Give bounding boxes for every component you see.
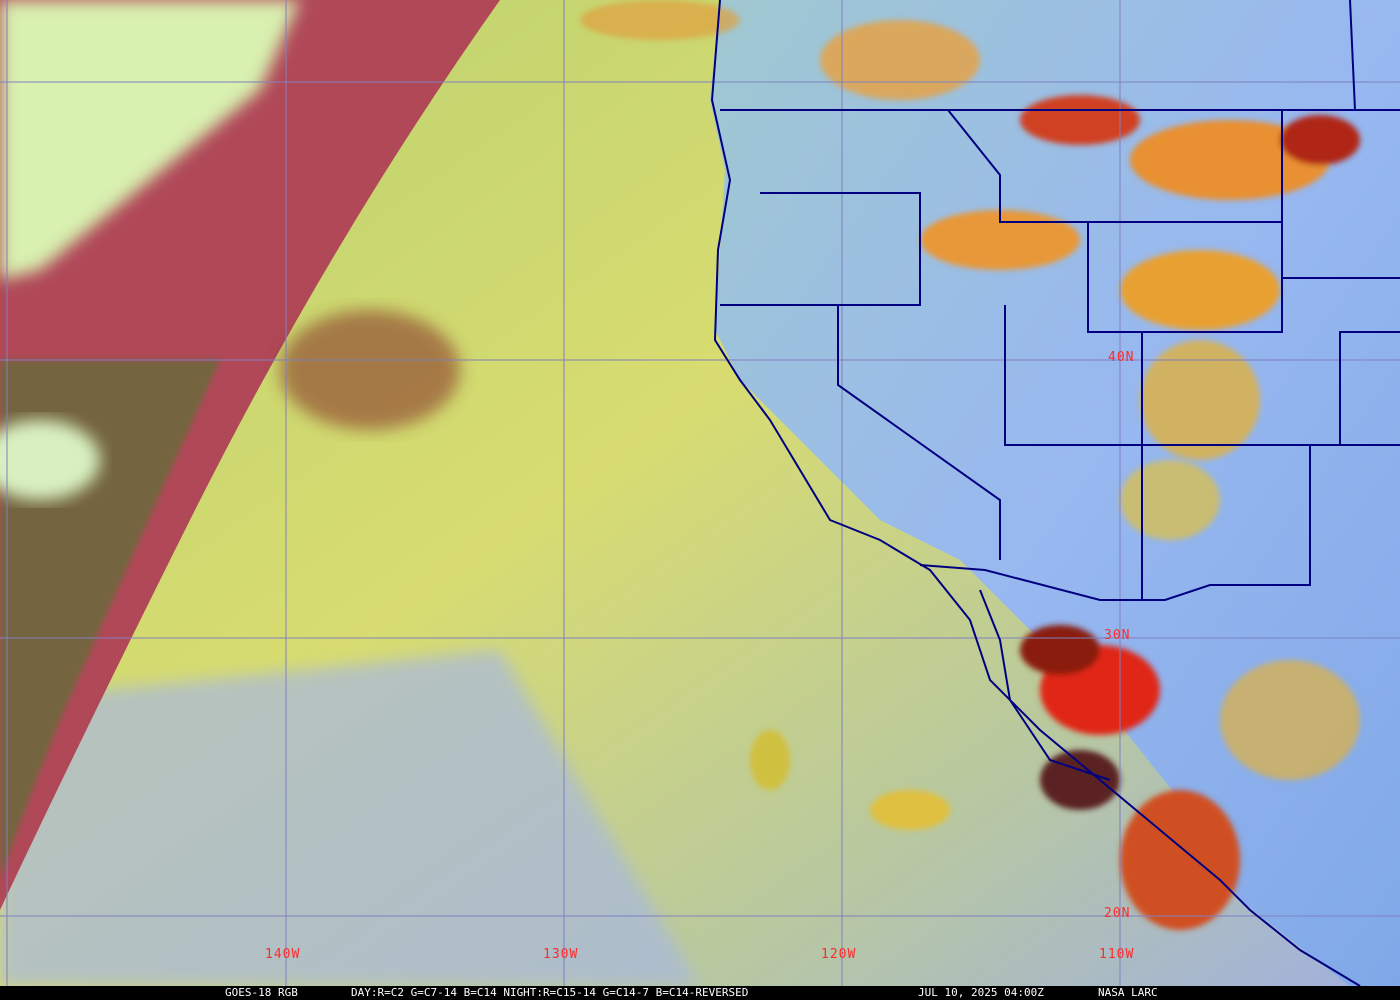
caption-bar: GOES-18 RGB DAY:R=C2 G=C7-14 B=C14 NIGHT… [0, 986, 1400, 1000]
credit: NASA LARC [1098, 986, 1158, 999]
lowcloud-southwest [0, 650, 700, 986]
channel-recipe: DAY:R=C2 G=C7-14 B=C14 NIGHT:R=C15-14 G=… [351, 986, 749, 999]
lat-label-30n: 30N [1104, 628, 1131, 643]
dark-cloud-band [280, 310, 460, 430]
political-borders [710, 0, 1400, 986]
lon-label-120w: 120W [821, 947, 857, 962]
lon-label-130w: 130W [543, 947, 579, 962]
night-side [0, 0, 500, 910]
product-name: GOES-18 RGB [225, 986, 298, 999]
cold-cloud-northwest [0, 0, 300, 280]
lat-label-20n: 20N [1104, 906, 1131, 921]
timestamp: JUL 10, 2025 04:00Z [918, 986, 1044, 999]
convection-clouds [580, 0, 1360, 930]
lat-label-40n: 40N [1108, 350, 1135, 365]
lon-label-140w: 140W [265, 947, 301, 962]
cloud-patch [0, 420, 100, 500]
lon-label-110w: 110W [1099, 947, 1135, 962]
